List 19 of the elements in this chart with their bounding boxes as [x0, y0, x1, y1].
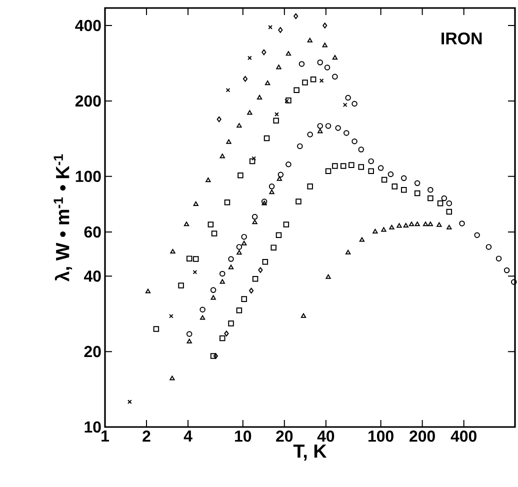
y-tick-label: 100	[76, 170, 101, 182]
x-tick-label: 40	[317, 430, 334, 442]
x-tick-label: 200	[410, 430, 435, 442]
x-tick-label: 100	[368, 430, 394, 442]
x-tick-label: 2	[142, 430, 150, 442]
x-tick-label: 400	[450, 430, 476, 442]
y-tick-label: 200	[75, 95, 101, 107]
y-tick-label: 400	[75, 20, 101, 32]
x-tick-label: 10	[235, 430, 252, 442]
y-tick-label: 60	[84, 226, 101, 238]
x-tick-label: 1	[102, 430, 109, 442]
y-axis-title: λ, W • m$^{-1}$ • K$^{-1}$	[54, 154, 72, 282]
y-tick-label: 40	[84, 270, 101, 282]
annotation: IRON	[442, 32, 482, 44]
x-tick-label: 4	[184, 430, 192, 442]
x-tick-label: 20	[276, 430, 293, 442]
x-axis-title: T, K	[293, 444, 327, 461]
y-tick-label: 10	[84, 421, 101, 433]
y-tick-label: 20	[84, 346, 101, 358]
